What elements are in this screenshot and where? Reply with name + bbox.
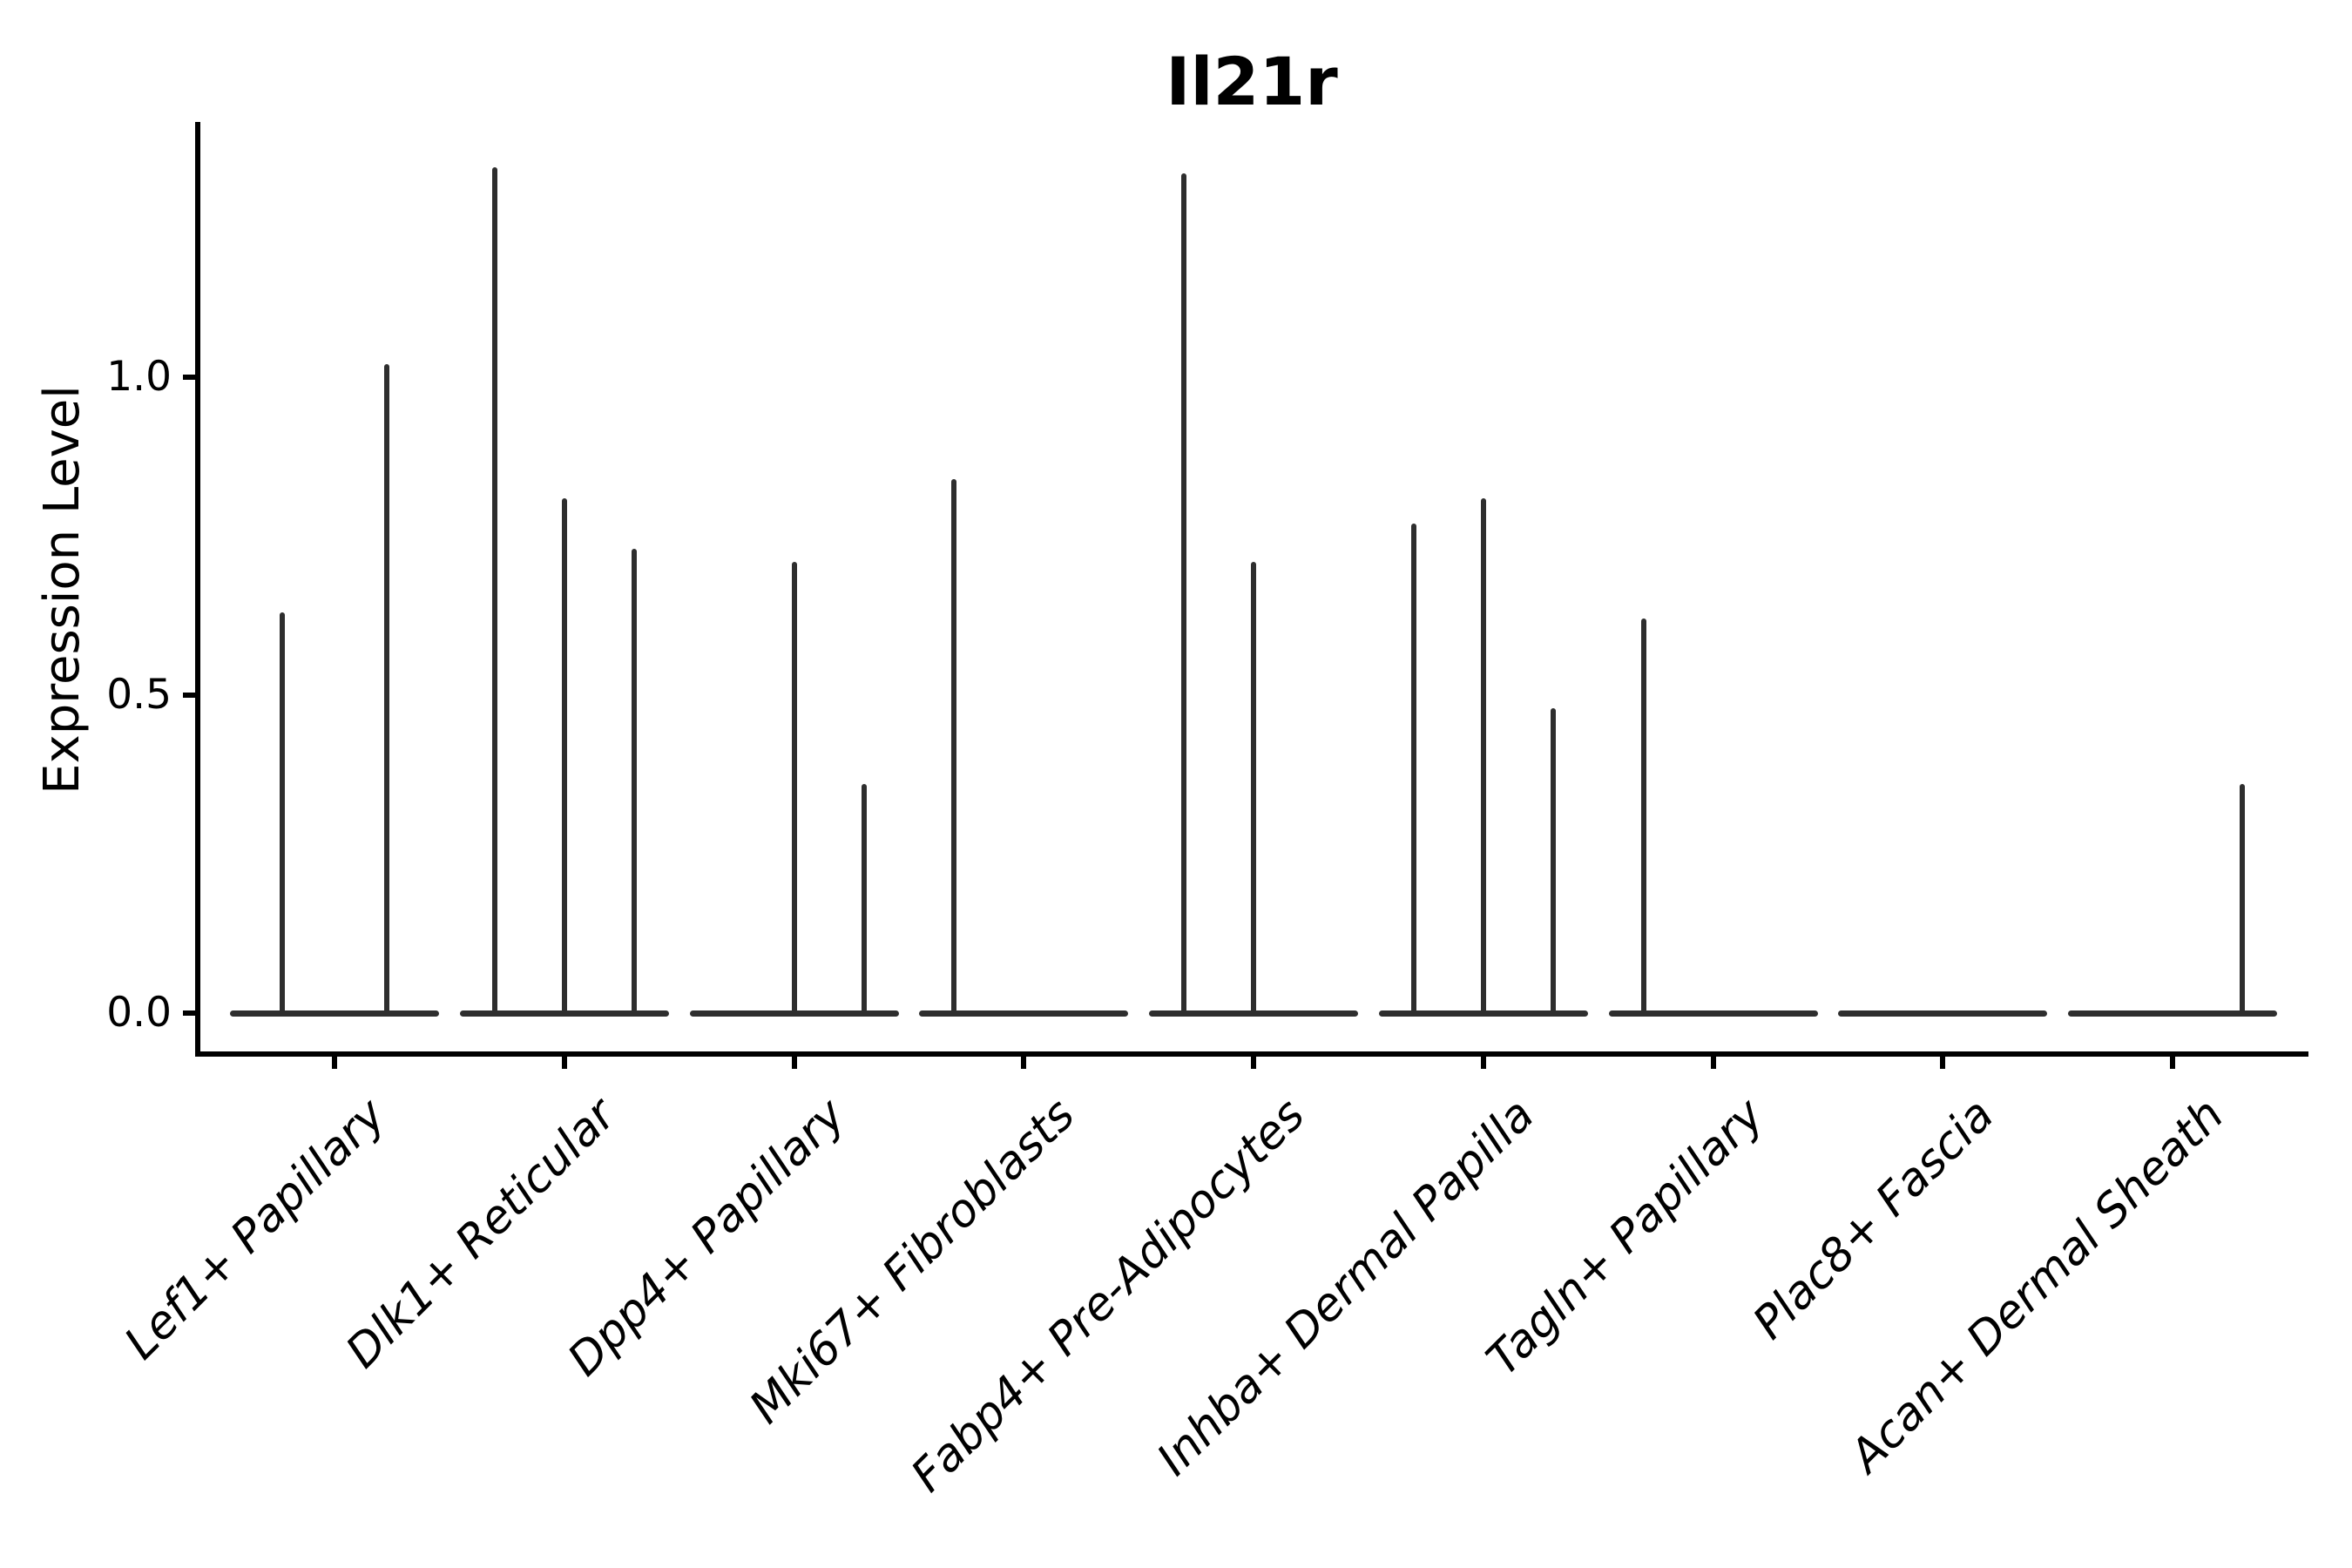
x-tick-label: Plac8+ Fascia bbox=[1743, 1088, 2004, 1350]
violin-baseline bbox=[230, 1010, 439, 1017]
plot-title: Il21r bbox=[1166, 43, 1338, 120]
violin-spike bbox=[1410, 523, 1416, 1016]
y-tick-mark bbox=[183, 375, 196, 380]
violin-spike bbox=[1181, 173, 1186, 1016]
x-tick-mark bbox=[1940, 1057, 1946, 1069]
violin-spike bbox=[1640, 618, 1646, 1016]
y-axis-spine bbox=[195, 122, 200, 1057]
x-tick-mark bbox=[1021, 1057, 1027, 1069]
x-tick-mark bbox=[2170, 1057, 2175, 1069]
x-tick-mark bbox=[1251, 1057, 1256, 1069]
x-tick-label: Fabp4+ Pre-Adipocytes bbox=[901, 1088, 1315, 1503]
x-axis-spine bbox=[195, 1051, 2308, 1057]
violin-spike bbox=[951, 478, 957, 1016]
x-tick-label: Inhba+ Dermal Papilla bbox=[1147, 1088, 1545, 1486]
violin-spike bbox=[280, 612, 285, 1016]
x-tick-mark bbox=[1480, 1057, 1486, 1069]
x-tick-mark bbox=[791, 1057, 797, 1069]
violin-spike bbox=[384, 364, 389, 1016]
x-tick-label: Acan+ Dermal Sheath bbox=[1840, 1088, 2234, 1483]
y-tick-mark bbox=[183, 693, 196, 698]
y-tick-label: 1.0 bbox=[106, 353, 172, 401]
y-axis-label: Expression Level bbox=[34, 385, 91, 794]
violin-baseline bbox=[1608, 1010, 1818, 1017]
y-tick-mark bbox=[183, 1010, 196, 1016]
x-tick-mark bbox=[561, 1057, 567, 1069]
y-tick-label: 0.0 bbox=[106, 989, 172, 1037]
x-tick-mark bbox=[1710, 1057, 1716, 1069]
violin-spike bbox=[1550, 707, 1556, 1016]
violin-spike bbox=[1480, 497, 1486, 1016]
violin-spike bbox=[631, 549, 637, 1016]
violin-spike bbox=[1251, 561, 1256, 1016]
violin-baseline bbox=[919, 1010, 1129, 1017]
violin-baseline bbox=[1838, 1010, 2048, 1017]
y-tick-label: 0.5 bbox=[106, 671, 172, 719]
violin-spike bbox=[561, 497, 567, 1016]
violin-spike bbox=[491, 167, 497, 1016]
violin-baseline bbox=[2068, 1010, 2277, 1017]
violin-spike bbox=[791, 561, 797, 1016]
x-tick-mark bbox=[332, 1057, 337, 1069]
violin-spike bbox=[861, 784, 867, 1016]
violin-spike bbox=[2240, 784, 2245, 1016]
